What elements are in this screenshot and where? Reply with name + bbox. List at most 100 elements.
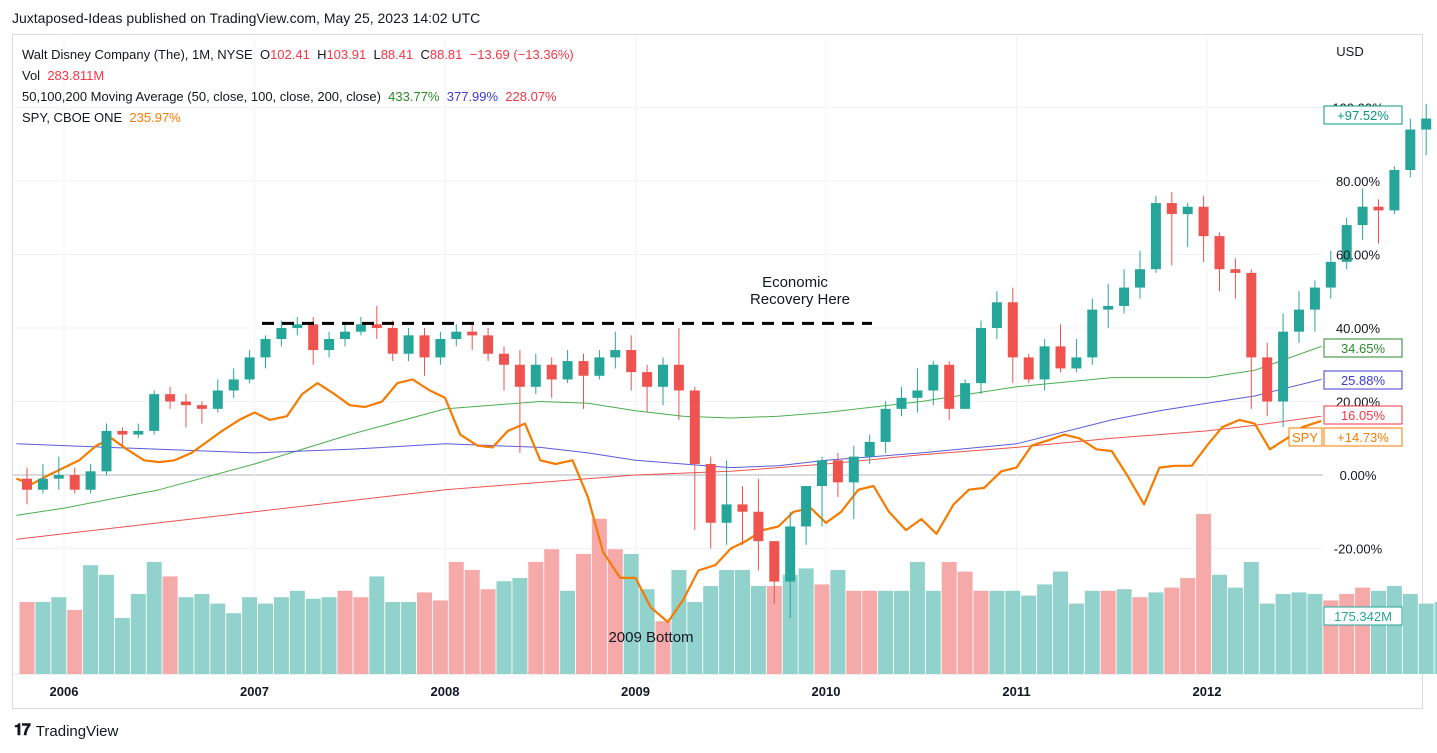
candle-body[interactable] (673, 364, 684, 391)
candle-body[interactable] (1246, 272, 1257, 358)
symbol-name[interactable]: Walt Disney Company (The), 1M, NYSE (22, 47, 253, 62)
candle-body[interactable] (1262, 357, 1273, 402)
candle-body[interactable] (85, 471, 96, 490)
candle-body[interactable] (562, 361, 573, 380)
candle-body[interactable] (1405, 129, 1416, 170)
candle-body[interactable] (1071, 357, 1082, 369)
candle-body[interactable] (1103, 305, 1114, 310)
candle-body[interactable] (530, 364, 541, 387)
candle-body[interactable] (546, 364, 557, 380)
candle-body[interactable] (212, 390, 223, 409)
candle-body[interactable] (1150, 203, 1161, 270)
candle-body[interactable] (658, 364, 668, 387)
candle-body[interactable] (801, 486, 812, 527)
series-line-100-ma[interactable] (16, 378, 1322, 469)
series-line-200-ma[interactable] (16, 415, 1322, 540)
candle-body[interactable] (785, 526, 796, 582)
candle-body[interactable] (976, 328, 986, 384)
spy-label[interactable]: SPY, CBOE ONE (22, 110, 123, 125)
candle-body[interactable] (403, 335, 414, 354)
candle-body[interactable] (308, 324, 319, 351)
ma-label[interactable]: 50,100,200 Moving Average (50, close, 10… (22, 89, 381, 104)
candle-body[interactable] (117, 430, 128, 435)
candle-body[interactable] (196, 405, 207, 409)
candle-body[interactable] (483, 335, 494, 354)
candle-body[interactable] (1055, 346, 1066, 369)
candle-body[interactable] (228, 379, 239, 391)
candle-body[interactable] (276, 328, 287, 340)
candle-body[interactable] (1039, 346, 1050, 380)
candle-body[interactable] (1309, 287, 1320, 310)
candle-body[interactable] (1023, 357, 1034, 380)
candle-body[interactable] (53, 475, 64, 479)
candle-body[interactable] (1373, 206, 1384, 211)
series-line-50-ma[interactable] (16, 345, 1322, 516)
candle-body[interactable] (181, 401, 191, 406)
candle-body[interactable] (944, 364, 955, 409)
candle-body[interactable] (101, 430, 112, 472)
candle-body[interactable] (69, 475, 80, 490)
candle-body[interactable] (960, 383, 971, 409)
series-line-spy[interactable] (16, 378, 1322, 624)
candle-body[interactable] (499, 353, 509, 365)
candle-body[interactable] (451, 331, 462, 340)
candle-body[interactable] (991, 302, 1002, 328)
candle-body[interactable] (642, 372, 653, 387)
candle-body[interactable] (832, 460, 843, 483)
candle-body[interactable] (1198, 206, 1209, 237)
candle-body[interactable] (1341, 225, 1352, 262)
candle-body[interactable] (1389, 169, 1400, 211)
vol-label[interactable]: Vol (22, 68, 41, 83)
candle-body[interactable] (355, 324, 366, 332)
candle-body[interactable] (1087, 309, 1098, 358)
candle-body[interactable] (737, 504, 748, 512)
candle-body[interactable] (928, 364, 939, 391)
candle-body[interactable] (324, 339, 335, 351)
candle-body[interactable] (133, 430, 144, 435)
candle-body[interactable] (1007, 302, 1018, 358)
candle-body[interactable] (1325, 261, 1336, 288)
candle-body[interactable] (626, 350, 637, 373)
candle-body[interactable] (769, 541, 780, 582)
candle-body[interactable] (1278, 331, 1289, 402)
candle-body[interactable] (848, 456, 859, 483)
candle-body[interactable] (817, 460, 827, 487)
candle-body[interactable] (22, 478, 32, 490)
candle-body[interactable] (419, 335, 430, 358)
candle-body[interactable] (689, 390, 700, 464)
candle-body[interactable] (1230, 269, 1241, 273)
candle-body[interactable] (1421, 118, 1432, 130)
candle-body[interactable] (514, 364, 525, 387)
candle-body[interactable] (912, 390, 923, 398)
candle-body[interactable] (1214, 236, 1225, 270)
candle-body[interactable] (705, 463, 716, 523)
candle-body[interactable] (1166, 203, 1177, 215)
candle-body[interactable] (578, 361, 589, 376)
candle-body[interactable] (721, 504, 732, 523)
candle-body[interactable] (149, 394, 160, 431)
candle-body[interactable] (610, 350, 621, 358)
candle-body[interactable] (1357, 206, 1368, 226)
candle-body[interactable] (244, 357, 255, 380)
candle-body[interactable] (467, 331, 478, 336)
candle-body[interactable] (371, 324, 382, 328)
candle-body[interactable] (896, 397, 907, 409)
candle-body[interactable] (753, 511, 764, 542)
candle-body[interactable] (1294, 309, 1304, 332)
candle-body[interactable] (594, 357, 605, 376)
candle-body[interactable] (387, 328, 398, 354)
candle-body[interactable] (864, 441, 875, 457)
candle-body[interactable] (435, 339, 446, 358)
candle-body[interactable] (37, 478, 48, 490)
candle-body[interactable] (260, 339, 271, 358)
candle-body[interactable] (880, 408, 891, 442)
candle-body[interactable] (292, 324, 303, 328)
candle-body[interactable] (340, 331, 350, 340)
candle-body[interactable] (1119, 287, 1130, 306)
candle-body[interactable] (165, 394, 176, 402)
candle-body[interactable] (1182, 206, 1193, 215)
candle-body[interactable] (1135, 269, 1145, 288)
volume-bar (480, 589, 496, 674)
tradingview-logo[interactable]: 𝟏𝟕 TradingView (14, 722, 118, 740)
